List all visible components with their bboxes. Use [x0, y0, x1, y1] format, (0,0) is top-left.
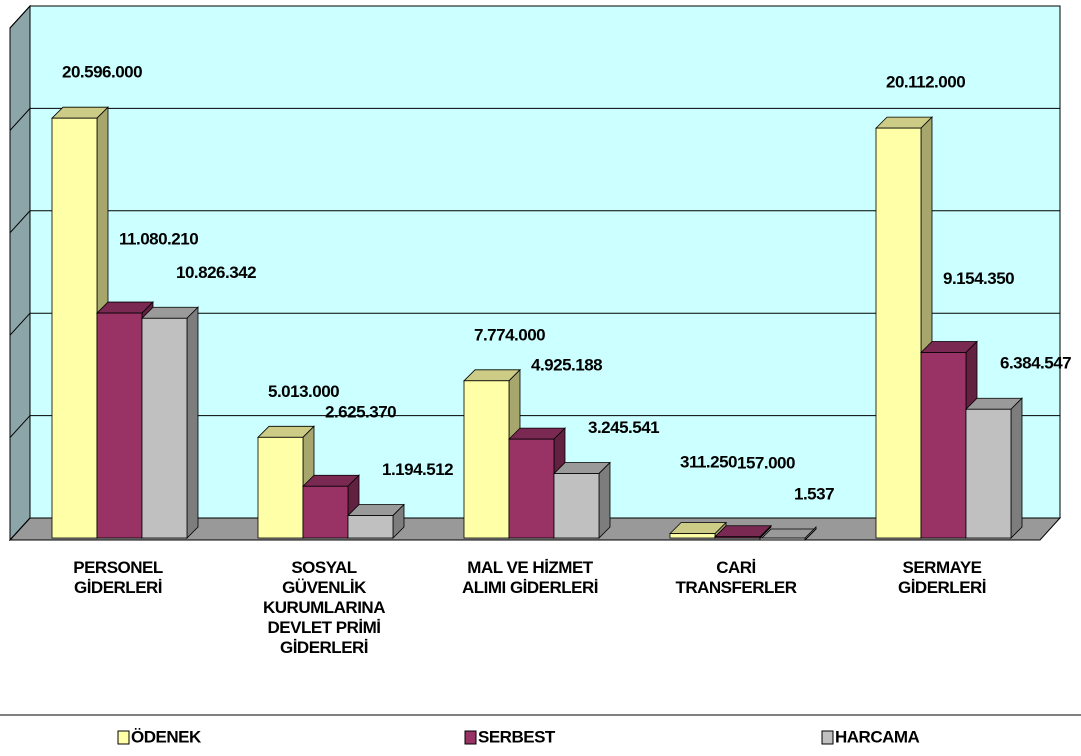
legend-label: HARCAMA: [835, 727, 920, 746]
bar-side: [598, 461, 611, 539]
data-label: 157.000: [737, 453, 795, 472]
data-label: 11.080.210: [119, 230, 198, 249]
bar: [96, 312, 143, 539]
bar: [669, 533, 716, 539]
legend-label: ÖDENEK: [131, 727, 202, 746]
data-label: 1.194.512: [382, 460, 453, 479]
grid-line: [9, 415, 1060, 438]
bar: [875, 127, 922, 539]
data-label: 4.925.188: [531, 356, 602, 375]
bar-side: [186, 306, 199, 539]
bar: [965, 408, 1012, 539]
x-tick-label: CARİ TRANSFERLER: [675, 558, 797, 597]
bar: [920, 352, 967, 539]
bar: [759, 537, 806, 541]
bar-side: [1010, 397, 1023, 539]
legend-swatch: [117, 730, 130, 745]
grid-line: [9, 517, 1060, 541]
data-label: 20.596.000: [62, 63, 142, 82]
grid-line: [9, 5, 1060, 29]
side-wall: [9, 4, 31, 542]
grid-line: [9, 107, 1060, 131]
bar: [347, 515, 394, 539]
x-tick-label: SERMAYE GİDERLERİ: [897, 558, 987, 597]
bar: [302, 485, 349, 539]
data-label: 9.154.350: [943, 269, 1014, 288]
legend-swatch: [821, 730, 834, 745]
legend-swatch: [464, 730, 477, 745]
bar: [508, 438, 555, 539]
bar: [141, 317, 188, 539]
bar: [257, 436, 304, 539]
x-tick-label: MAL VE HİZMET ALIMI GİDERLERİ: [461, 558, 599, 597]
grid-line: [9, 210, 1060, 234]
data-label: 3.245.541: [588, 418, 659, 437]
data-label: 2.625.370: [325, 403, 396, 422]
data-label: 5.013.000: [268, 382, 339, 401]
data-label: 10.826.342: [176, 263, 256, 282]
legend-label: SERBEST: [478, 727, 556, 746]
data-label: 311.250: [680, 452, 737, 471]
data-label: 6.384.547: [1000, 354, 1071, 373]
x-tick-label: PERSONEL GİDERLERİ: [73, 558, 163, 597]
grid-line: [9, 312, 1060, 336]
bar: [714, 536, 761, 539]
bar: [51, 117, 98, 539]
data-label: 20.112.000: [886, 73, 965, 92]
data-label: 1.537: [794, 484, 834, 503]
data-label: 7.774.000: [474, 325, 545, 344]
x-tick-label: SOSYAL GÜVENLİK KURUMLARINA DEVLET PRİMİ…: [263, 558, 385, 657]
bar: [553, 473, 600, 539]
bar: [463, 380, 510, 539]
